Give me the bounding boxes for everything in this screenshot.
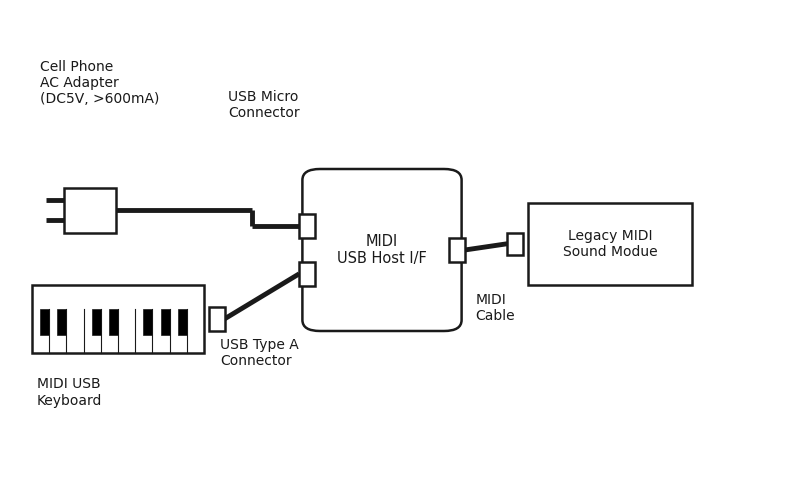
Bar — [40, 308, 50, 335]
Text: MIDI
Cable: MIDI Cable — [475, 292, 515, 322]
Bar — [178, 308, 186, 335]
Bar — [299, 214, 315, 238]
Text: MIDI
USB Host I/F: MIDI USB Host I/F — [337, 234, 427, 266]
Bar — [58, 308, 66, 335]
Bar — [209, 307, 225, 331]
Text: Legacy MIDI
Sound Modue: Legacy MIDI Sound Modue — [562, 228, 658, 259]
Text: MIDI USB
Keyboard: MIDI USB Keyboard — [37, 378, 102, 408]
Bar — [161, 308, 170, 335]
Text: Cell Phone
AC Adapter
(DC5V, >600mA): Cell Phone AC Adapter (DC5V, >600mA) — [40, 60, 159, 106]
Text: USB Type A
Connector: USB Type A Connector — [220, 338, 298, 368]
Bar — [92, 308, 101, 335]
Bar — [528, 202, 692, 285]
Bar — [32, 285, 204, 352]
FancyBboxPatch shape — [302, 169, 462, 331]
Bar — [109, 308, 118, 335]
Text: USB Micro
Connector: USB Micro Connector — [228, 90, 300, 120]
Bar — [449, 238, 465, 262]
Bar — [507, 232, 523, 255]
Bar — [143, 308, 152, 335]
Bar — [299, 262, 315, 286]
Bar — [64, 188, 116, 232]
